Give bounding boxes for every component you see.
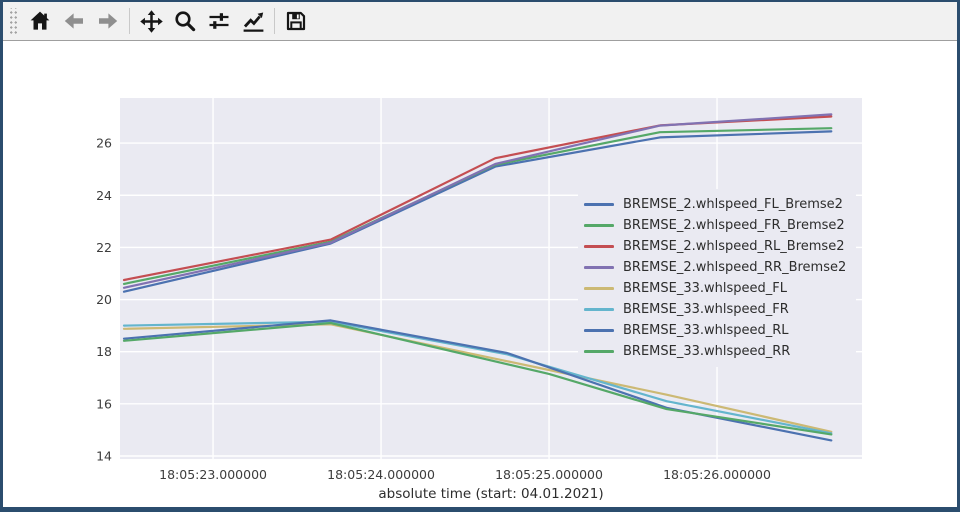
legend-line-swatch (584, 266, 614, 269)
legend-item: BREMSE_33.whlspeed_RL (584, 320, 846, 341)
series-line (122, 113, 833, 289)
y-tick-label: 22 (96, 240, 112, 255)
back-arrow-icon (64, 13, 83, 29)
configure-subplots-sliders-icon (209, 13, 229, 29)
y-tick-label: 26 (96, 136, 112, 151)
series-line (122, 321, 833, 436)
pan-button[interactable] (135, 5, 167, 37)
matplotlib-navigation-toolbar (3, 2, 957, 41)
y-tick-label: 18 (96, 344, 112, 359)
zoom-button[interactable] (169, 5, 201, 37)
forward-arrow-icon (99, 13, 118, 29)
legend-label: BREMSE_33.whlspeed_RR (623, 344, 791, 359)
legend-line-swatch (584, 245, 614, 248)
x-tick-label: 18:05:23.000000 (159, 467, 267, 482)
save-floppy-icon (286, 11, 306, 31)
x-tick-label: 18:05:24.000000 (327, 467, 435, 482)
series-line (122, 319, 833, 442)
legend-label: BREMSE_2.whlspeed_RL_Bremse2 (623, 239, 845, 254)
toolbar-separator (129, 8, 130, 34)
legend-label: BREMSE_2.whlspeed_FR_Bremse2 (623, 218, 845, 233)
y-tick-label: 16 (96, 396, 112, 411)
legend-label: BREMSE_33.whlspeed_FR (623, 302, 789, 317)
legend-label: BREMSE_33.whlspeed_RL (623, 323, 789, 338)
customize-plot-line-chart-icon (243, 12, 263, 32)
legend-label: BREMSE_2.whlspeed_FL_Bremse2 (623, 197, 843, 212)
configure-subplots-button[interactable] (203, 5, 235, 37)
x-tick-label: 18:05:26.000000 (663, 467, 771, 482)
legend-item: BREMSE_2.whlspeed_FL_Bremse2 (584, 194, 846, 215)
legend-line-swatch (584, 287, 614, 290)
pan-move-icon (139, 9, 163, 33)
series-line (122, 130, 833, 293)
customize-plot-button[interactable] (237, 5, 269, 37)
y-tick-label: 24 (96, 188, 112, 203)
legend-label: BREMSE_2.whlspeed_RR_Bremse2 (623, 260, 847, 275)
x-tick-label: 18:05:25.000000 (495, 467, 603, 482)
legend-item: BREMSE_33.whlspeed_RR (584, 341, 846, 362)
legend-line-swatch (584, 203, 614, 206)
legend-item: BREMSE_33.whlspeed_FL (584, 278, 846, 299)
legend-line-swatch (584, 224, 614, 227)
legend-line-swatch (584, 308, 614, 311)
back-button[interactable] (58, 5, 90, 37)
y-tick-label: 20 (96, 292, 112, 307)
home-button[interactable] (24, 5, 56, 37)
legend-item: BREMSE_2.whlspeed_RL_Bremse2 (584, 236, 846, 257)
x-axis-label: absolute time (start: 04.01.2021) (378, 486, 603, 502)
legend-item: BREMSE_2.whlspeed_FR_Bremse2 (584, 215, 846, 236)
legend-line-swatch (584, 350, 614, 353)
legend-item: BREMSE_33.whlspeed_FR (584, 299, 846, 320)
series-line (122, 320, 833, 435)
legend-line-swatch (584, 329, 614, 332)
forward-button[interactable] (92, 5, 124, 37)
save-button[interactable] (280, 5, 312, 37)
y-tick-label: 14 (96, 449, 112, 464)
toolbar-grip-handle[interactable] (8, 8, 17, 34)
legend-label: BREMSE_33.whlspeed_FL (623, 281, 787, 296)
legend-item: BREMSE_2.whlspeed_RR_Bremse2 (584, 257, 846, 278)
figure-canvas[interactable]: 18:05:23.000000 18:05:24.000000 18:05:25.0… (3, 41, 957, 507)
zoom-magnifier-icon (175, 11, 196, 32)
toolbar-separator (274, 8, 275, 34)
home-icon (30, 11, 50, 30)
chart-legend: BREMSE_2.whlspeed_FL_Bremse2 BREMSE_2.whl… (578, 189, 857, 367)
